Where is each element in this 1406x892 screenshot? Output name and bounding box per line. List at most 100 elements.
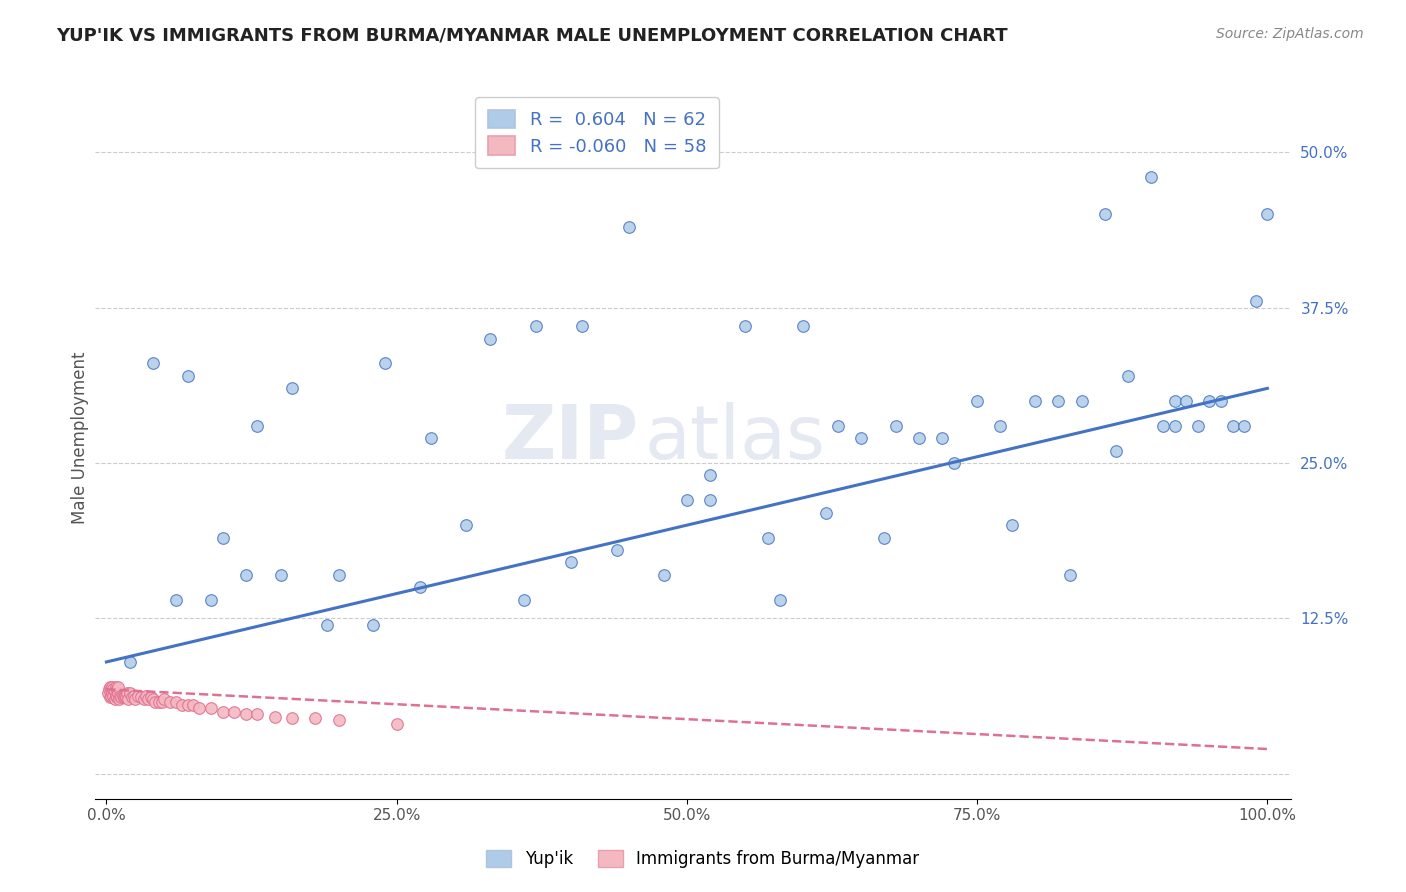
Point: [165, 592, 187, 607]
Point: [1198, 393, 1220, 408]
Point: [211, 705, 233, 719]
Point: [100, 689, 122, 703]
Point: [183, 698, 205, 713]
Point: [246, 707, 269, 722]
Point: [756, 531, 779, 545]
Point: [606, 543, 628, 558]
Text: Source: ZipAtlas.com: Source: ZipAtlas.com: [1216, 27, 1364, 41]
Point: [150, 695, 173, 709]
Point: [281, 381, 304, 395]
Point: [1163, 393, 1185, 408]
Y-axis label: Male Unemployment: Male Unemployment: [72, 351, 89, 524]
Point: [132, 692, 155, 706]
Point: [942, 456, 965, 470]
Point: [135, 689, 157, 703]
Point: [409, 580, 432, 594]
Point: [1094, 207, 1116, 221]
Point: [103, 682, 125, 697]
Point: [246, 418, 269, 433]
Point: [142, 356, 165, 370]
Point: [200, 701, 222, 715]
Point: [792, 319, 814, 334]
Point: [966, 393, 988, 408]
Point: [100, 682, 122, 697]
Point: [1233, 418, 1256, 433]
Point: [108, 692, 131, 706]
Point: [1175, 393, 1198, 408]
Point: [235, 707, 257, 722]
Point: [139, 690, 162, 704]
Point: [270, 568, 292, 582]
Point: [112, 690, 135, 704]
Point: [884, 418, 907, 433]
Point: [200, 592, 222, 607]
Point: [873, 531, 896, 545]
Point: [1244, 294, 1267, 309]
Point: [304, 711, 326, 725]
Point: [524, 319, 547, 334]
Point: [263, 709, 285, 723]
Point: [111, 689, 134, 703]
Point: [815, 506, 838, 520]
Point: [142, 692, 165, 706]
Point: [159, 695, 181, 709]
Point: [281, 711, 304, 725]
Point: [328, 568, 350, 582]
Point: [121, 690, 143, 704]
Point: [1105, 443, 1128, 458]
Point: [699, 493, 721, 508]
Point: [1256, 207, 1278, 221]
Point: [676, 493, 699, 508]
Point: [224, 705, 246, 719]
Point: [105, 682, 128, 697]
Point: [103, 683, 125, 698]
Point: [117, 686, 139, 700]
Point: [124, 692, 146, 706]
Point: [104, 689, 127, 703]
Point: [148, 695, 170, 709]
Point: [104, 680, 127, 694]
Point: [1070, 393, 1092, 408]
Point: [1059, 568, 1081, 582]
Point: [143, 695, 166, 709]
Point: [617, 219, 640, 234]
Point: [1187, 418, 1209, 433]
Point: [122, 689, 145, 703]
Point: [560, 556, 582, 570]
Point: [103, 692, 125, 706]
Point: [107, 680, 129, 694]
Point: [1047, 393, 1070, 408]
Point: [98, 690, 121, 704]
Point: [1152, 418, 1174, 433]
Point: [652, 568, 675, 582]
Point: [1222, 418, 1244, 433]
Point: [316, 617, 339, 632]
Legend: R =  0.604   N = 62, R = -0.060   N = 58: R = 0.604 N = 62, R = -0.060 N = 58: [475, 97, 718, 169]
Point: [188, 701, 211, 715]
Point: [363, 617, 385, 632]
Text: ZIP: ZIP: [502, 401, 638, 475]
Point: [101, 686, 124, 700]
Point: [176, 368, 198, 383]
Point: [114, 689, 136, 703]
Point: [97, 686, 120, 700]
Point: [385, 717, 408, 731]
Point: [176, 698, 198, 713]
Point: [734, 319, 756, 334]
Text: atlas: atlas: [645, 401, 825, 475]
Point: [170, 698, 193, 713]
Point: [127, 689, 149, 703]
Point: [988, 418, 1011, 433]
Point: [107, 686, 129, 700]
Point: [211, 531, 233, 545]
Point: [101, 680, 124, 694]
Point: [1024, 393, 1046, 408]
Point: [699, 468, 721, 483]
Point: [98, 680, 121, 694]
Point: [571, 319, 593, 334]
Point: [136, 692, 159, 706]
Point: [110, 689, 132, 703]
Point: [235, 568, 257, 582]
Point: [118, 686, 141, 700]
Point: [478, 332, 501, 346]
